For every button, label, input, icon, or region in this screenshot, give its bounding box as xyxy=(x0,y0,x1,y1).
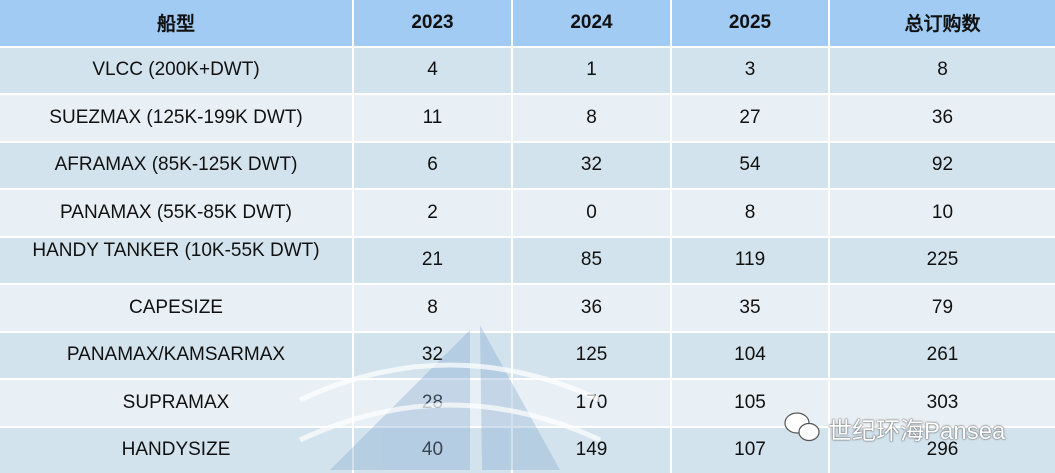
table-cell: 8 xyxy=(672,190,828,236)
row-label: HANDYSIZE xyxy=(0,427,352,473)
row-label: SUEZMAX (125K-199K DWT) xyxy=(0,95,352,141)
table-cell: 11 xyxy=(354,95,511,141)
table-cell: 4 xyxy=(354,47,511,93)
table-cell: 36 xyxy=(830,95,1055,141)
table-cell: 2 xyxy=(354,190,511,236)
header-cell: 2023 xyxy=(354,0,511,46)
table-cell: 10 xyxy=(830,190,1055,236)
table-cell: 0 xyxy=(513,190,670,236)
row-label: SUPRAMAX xyxy=(0,380,352,426)
header-cell: 2025 xyxy=(672,0,828,46)
table-cell: 149 xyxy=(513,427,670,473)
table-cell: 27 xyxy=(672,95,828,141)
table-cell: 170 xyxy=(513,380,670,426)
row-label: PANAMAX (55K-85K DWT) xyxy=(0,190,352,236)
header-cell: 总订购数 xyxy=(830,0,1055,46)
table-cell: 225 xyxy=(830,237,1055,283)
row-label: HANDY TANKER (10K-55K DWT) xyxy=(0,237,352,283)
watermark-text: 世纪环海Pansea xyxy=(828,418,1006,445)
table-cell: 85 xyxy=(513,237,670,283)
table-cell: 32 xyxy=(513,142,670,188)
table-cell: 8 xyxy=(830,47,1055,93)
table-cell: 107 xyxy=(672,427,828,473)
table-cell: 28 xyxy=(354,380,511,426)
table-cell: 105 xyxy=(672,380,828,426)
row-label: CAPESIZE xyxy=(0,285,352,331)
table-cell: 1 xyxy=(513,47,670,93)
table-cell: 303 xyxy=(830,380,1055,426)
table-cell: 104 xyxy=(672,332,828,378)
table-cell: 6 xyxy=(354,142,511,188)
header-cell: 船型 xyxy=(0,0,352,46)
table-cell: 54 xyxy=(672,142,828,188)
table-cell: 296 xyxy=(830,427,1055,473)
table-cell: 261 xyxy=(830,332,1055,378)
row-label: PANAMAX/KAMSARMAX xyxy=(0,332,352,378)
row-label: AFRAMAX (85K-125K DWT) xyxy=(0,142,352,188)
table-cell: 21 xyxy=(354,237,511,283)
table-cell: 35 xyxy=(672,285,828,331)
header-cell: 2024 xyxy=(513,0,670,46)
table-cell: 36 xyxy=(513,285,670,331)
table-cell: 3 xyxy=(672,47,828,93)
table-cell: 8 xyxy=(354,285,511,331)
row-label: VLCC (200K+DWT) xyxy=(0,47,352,93)
table-cell: 125 xyxy=(513,332,670,378)
table-cell: 119 xyxy=(672,237,828,283)
table-cell: 32 xyxy=(354,332,511,378)
table-cell: 40 xyxy=(354,427,511,473)
table-cell: 79 xyxy=(830,285,1055,331)
table-cell: 8 xyxy=(513,95,670,141)
table-cell: 92 xyxy=(830,142,1055,188)
